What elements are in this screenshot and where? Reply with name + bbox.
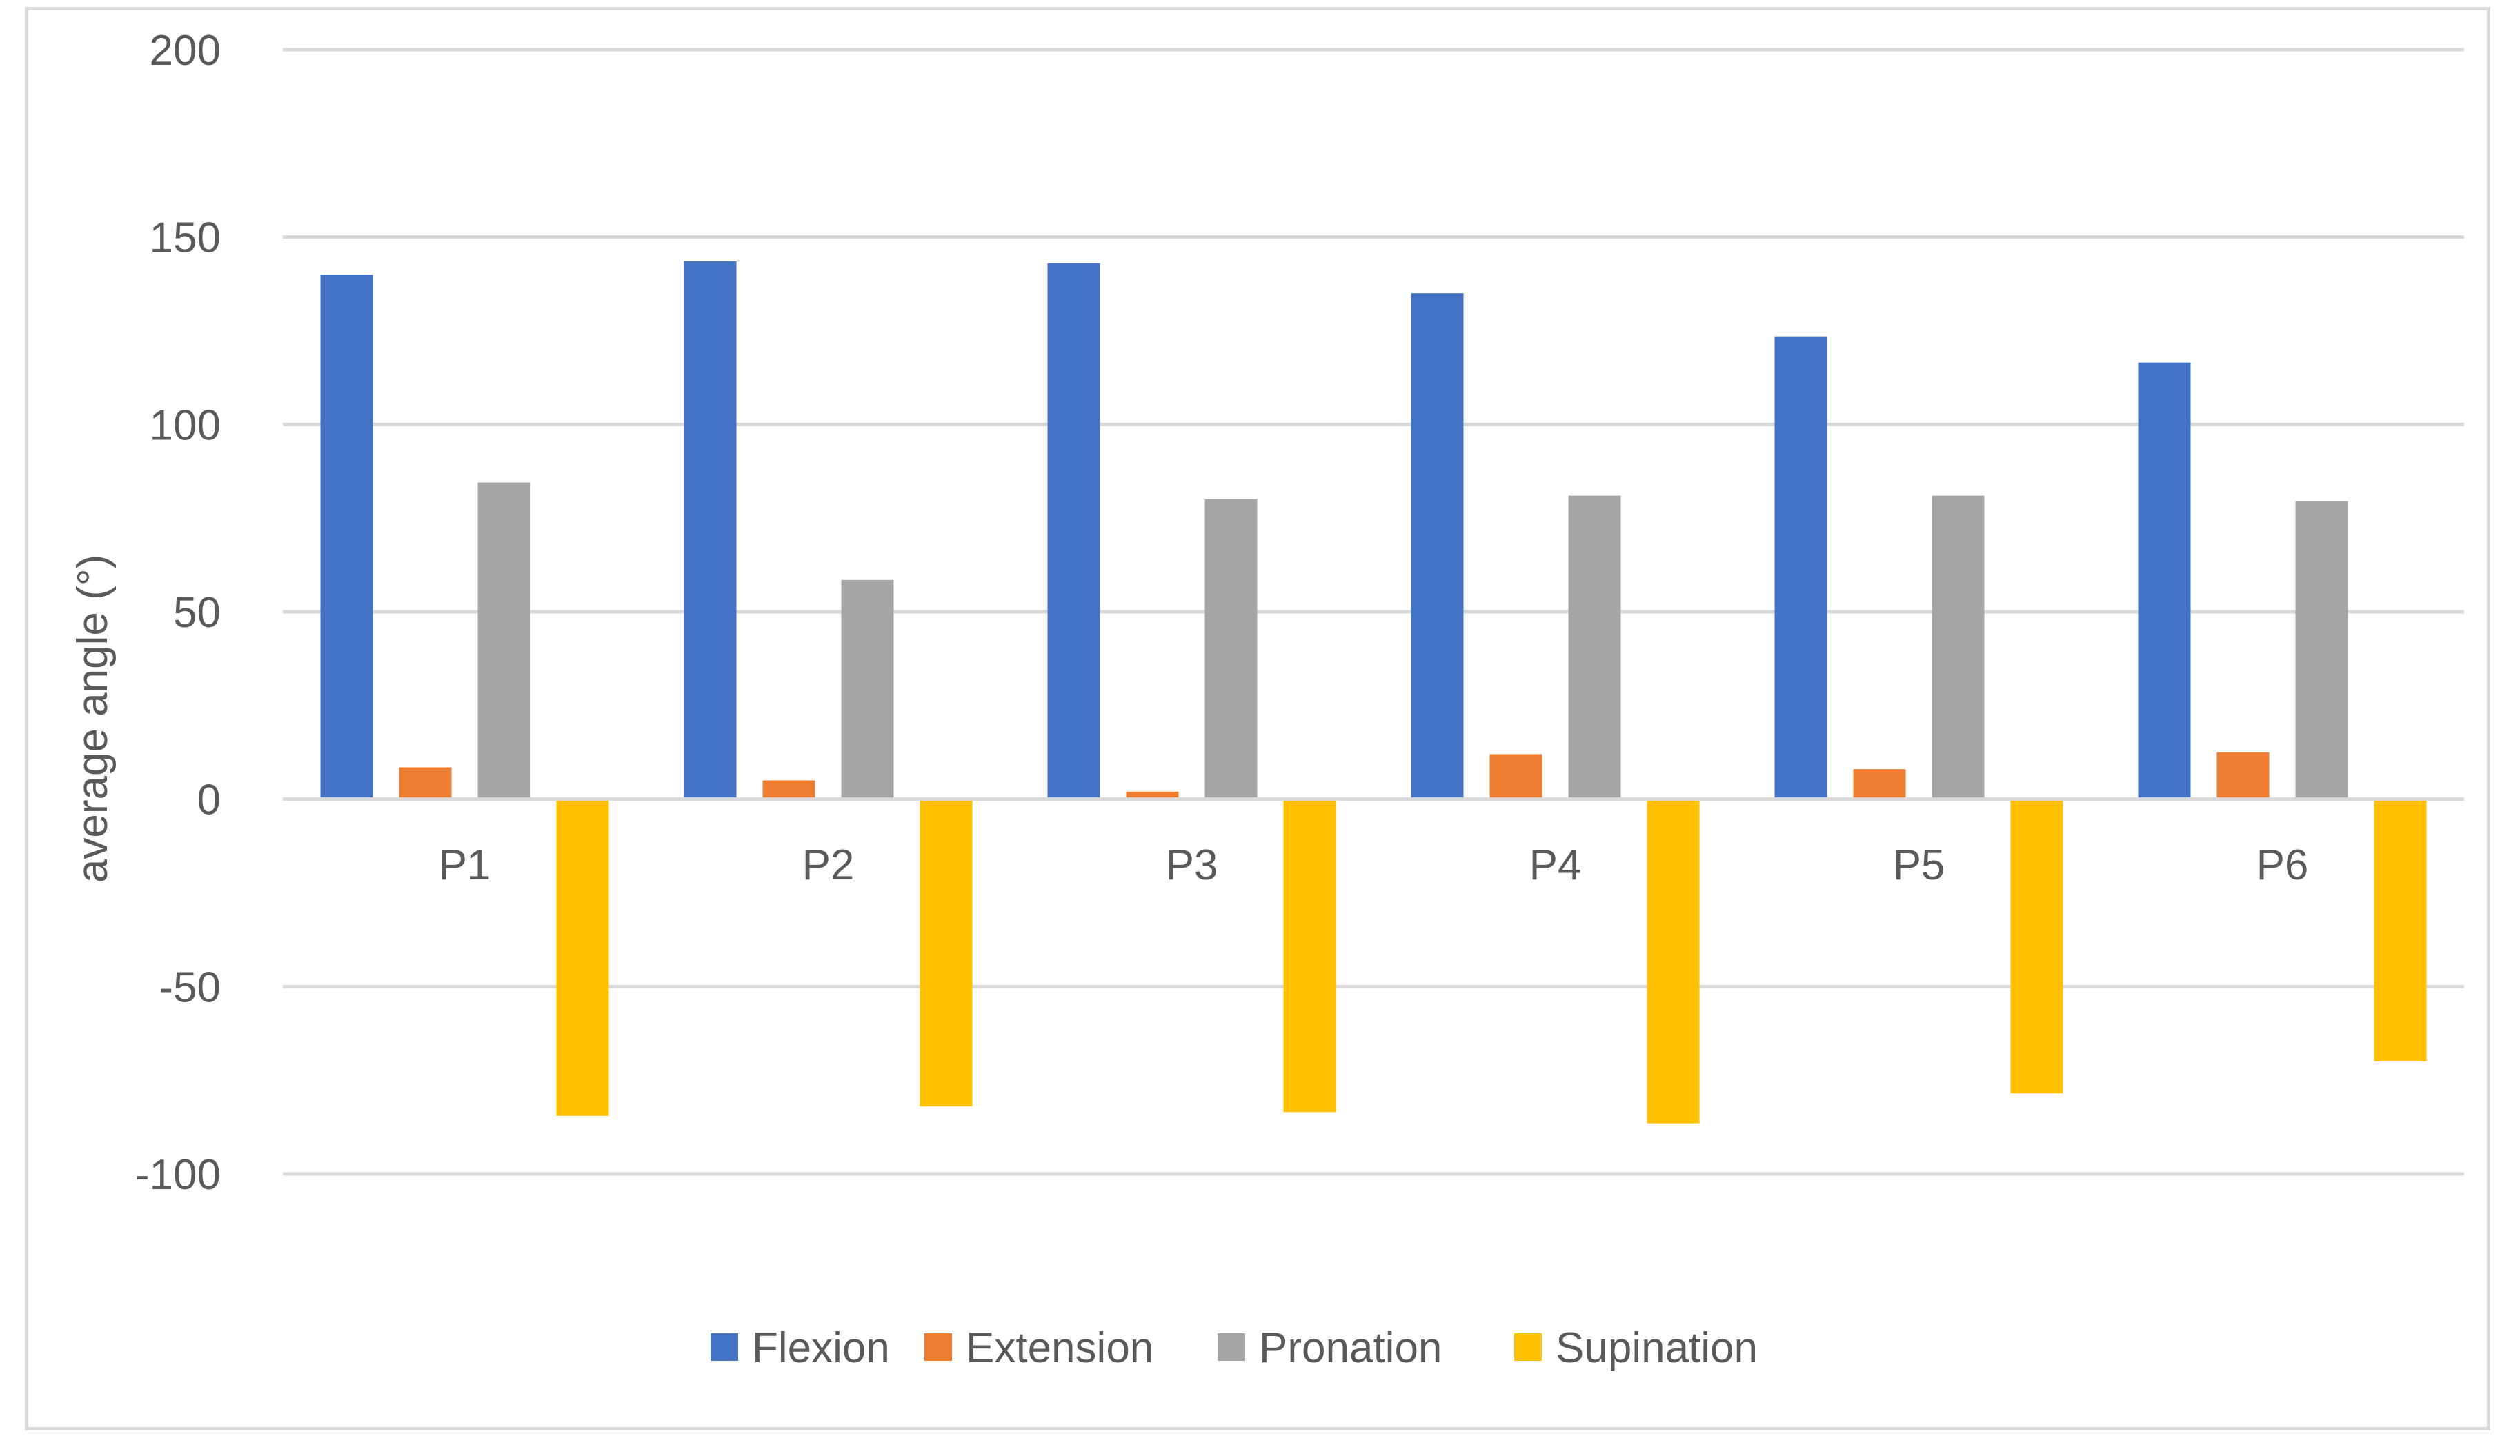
bar-extension-p2 bbox=[762, 780, 815, 799]
category-label: P1 bbox=[439, 841, 491, 889]
bar-extension-p1 bbox=[399, 767, 452, 799]
category-labels: P1 P2 P3 P4 P5 P6 bbox=[439, 841, 2309, 889]
gridlines bbox=[283, 48, 2464, 1176]
bar-extension-p4 bbox=[1489, 754, 1542, 799]
legend-label: Pronation bbox=[1259, 1324, 1442, 1372]
bar-pronation-p4 bbox=[1568, 495, 1621, 799]
bar-supination-p2 bbox=[920, 799, 973, 1107]
category-label: P5 bbox=[1893, 841, 1945, 889]
bar-flexion-p1 bbox=[320, 275, 373, 799]
category-label: P6 bbox=[2256, 841, 2309, 889]
legend-label: Supination bbox=[1556, 1324, 1758, 1372]
y-tick-label: 150 bbox=[150, 215, 221, 262]
y-tick-labels: 200 150 100 50 0 -50 -100 bbox=[135, 27, 221, 1199]
bar-flexion-p3 bbox=[1047, 263, 1100, 799]
category-label: P4 bbox=[1529, 841, 1582, 889]
category-label: P2 bbox=[802, 841, 855, 889]
bar-supination-p4 bbox=[1647, 799, 1700, 1124]
chart-frame bbox=[25, 7, 2490, 1430]
legend-label: Extension bbox=[966, 1324, 1153, 1372]
bar-supination-p3 bbox=[1283, 799, 1336, 1113]
legend-item-pronation[interactable]: Pronation bbox=[1218, 1324, 1442, 1372]
legend-item-extension[interactable]: Extension bbox=[924, 1324, 1153, 1372]
legend-item-flexion[interactable]: Flexion bbox=[711, 1324, 890, 1372]
bar-extension-p5 bbox=[1853, 769, 1906, 799]
bar-flexion-p6 bbox=[2138, 362, 2191, 799]
bar-pronation-p5 bbox=[1932, 495, 1985, 799]
y-tick-label: 0 bbox=[197, 777, 221, 824]
bar-supination-p1 bbox=[556, 799, 609, 1116]
y-tick-label: -50 bbox=[159, 964, 221, 1011]
bar-flexion-p4 bbox=[1411, 293, 1464, 799]
bar-pronation-p6 bbox=[2295, 501, 2348, 799]
bar-extension-p3 bbox=[1126, 791, 1179, 799]
y-tick-label: 50 bbox=[173, 589, 221, 637]
bar-extension-p6 bbox=[2216, 752, 2270, 799]
y-tick-label: 200 bbox=[150, 27, 221, 74]
legend[interactable]: Flexion Extension Pronation Supination bbox=[711, 1324, 1758, 1372]
legend-label: Flexion bbox=[752, 1324, 890, 1372]
category-label: P3 bbox=[1166, 841, 1218, 889]
bar-pronation-p2 bbox=[841, 579, 894, 799]
legend-swatch bbox=[1218, 1333, 1245, 1361]
bar-supination-p6 bbox=[2374, 799, 2427, 1061]
y-axis-title: average angle (°) bbox=[69, 555, 117, 883]
y-tick-label: -100 bbox=[135, 1151, 221, 1199]
legend-swatch bbox=[711, 1333, 738, 1361]
bar-flexion-p2 bbox=[684, 261, 737, 799]
legend-item-supination[interactable]: Supination bbox=[1514, 1324, 1758, 1372]
y-tick-label: 100 bbox=[150, 401, 221, 449]
bar-flexion-p5 bbox=[1774, 336, 1827, 799]
legend-swatch bbox=[924, 1333, 952, 1361]
bars bbox=[320, 261, 2427, 1124]
bar-supination-p5 bbox=[2010, 799, 2063, 1094]
bar-pronation-p1 bbox=[477, 482, 530, 799]
legend-swatch bbox=[1514, 1333, 1542, 1361]
bar-pronation-p3 bbox=[1204, 499, 1258, 799]
